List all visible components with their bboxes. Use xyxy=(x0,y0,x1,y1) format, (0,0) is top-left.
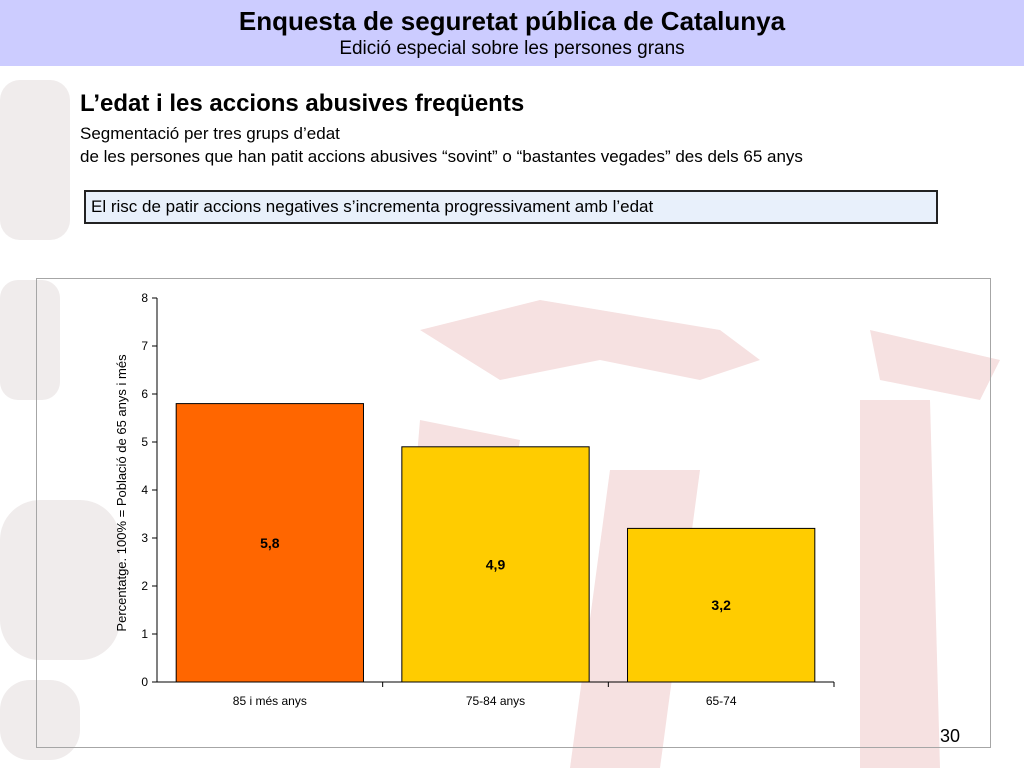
y-tick-label: 1 xyxy=(141,627,148,641)
data-label: 4,9 xyxy=(486,556,506,572)
y-tick-label: 5 xyxy=(141,435,148,449)
data-label: 3,2 xyxy=(711,597,731,613)
bar xyxy=(175,403,364,683)
bar xyxy=(401,446,590,683)
x-tick-label: 75-84 anys xyxy=(466,694,525,708)
x-tick-label: 85 i més anys xyxy=(233,694,307,708)
slide-title: L’edat i les accions abusives freqüents xyxy=(80,90,525,117)
y-tick-label: 3 xyxy=(141,531,148,545)
header-banner: Enquesta de seguretat pública de Catalun… xyxy=(0,0,1024,66)
y-axis-title: Percentatge. 100% = Població de 65 anys … xyxy=(114,354,129,632)
header-title: Enquesta de seguretat pública de Catalun… xyxy=(238,6,786,36)
page-number: 30 xyxy=(940,726,961,746)
slide-description-line-2: de les persones que han patit accions ab… xyxy=(80,147,803,166)
y-tick-label: 2 xyxy=(141,579,148,593)
y-tick-label: 7 xyxy=(141,339,148,353)
y-tick-label: 8 xyxy=(141,291,148,305)
y-tick-label: 4 xyxy=(141,483,148,497)
y-tick-label: 6 xyxy=(141,387,148,401)
slide-description-line-1: Segmentació per tres grups d’edat xyxy=(80,124,340,143)
data-label: 5,8 xyxy=(260,535,280,551)
x-tick-label: 65-74 xyxy=(706,694,737,708)
bar-chart: 0 1 2 3 4 5 6 7 8 Percentatge. 100% = Població de… xyxy=(114,291,835,708)
header-subtitle: Edició especial sobre les persones grans xyxy=(339,38,685,59)
key-finding-callout: El risc de patir accions negatives s’inc… xyxy=(84,190,938,224)
bar xyxy=(627,527,816,683)
y-tick-label: 0 xyxy=(141,675,148,689)
chart-frame: 0 1 2 3 4 5 6 7 8 Percentatge. 100% = Població de… xyxy=(36,278,991,748)
